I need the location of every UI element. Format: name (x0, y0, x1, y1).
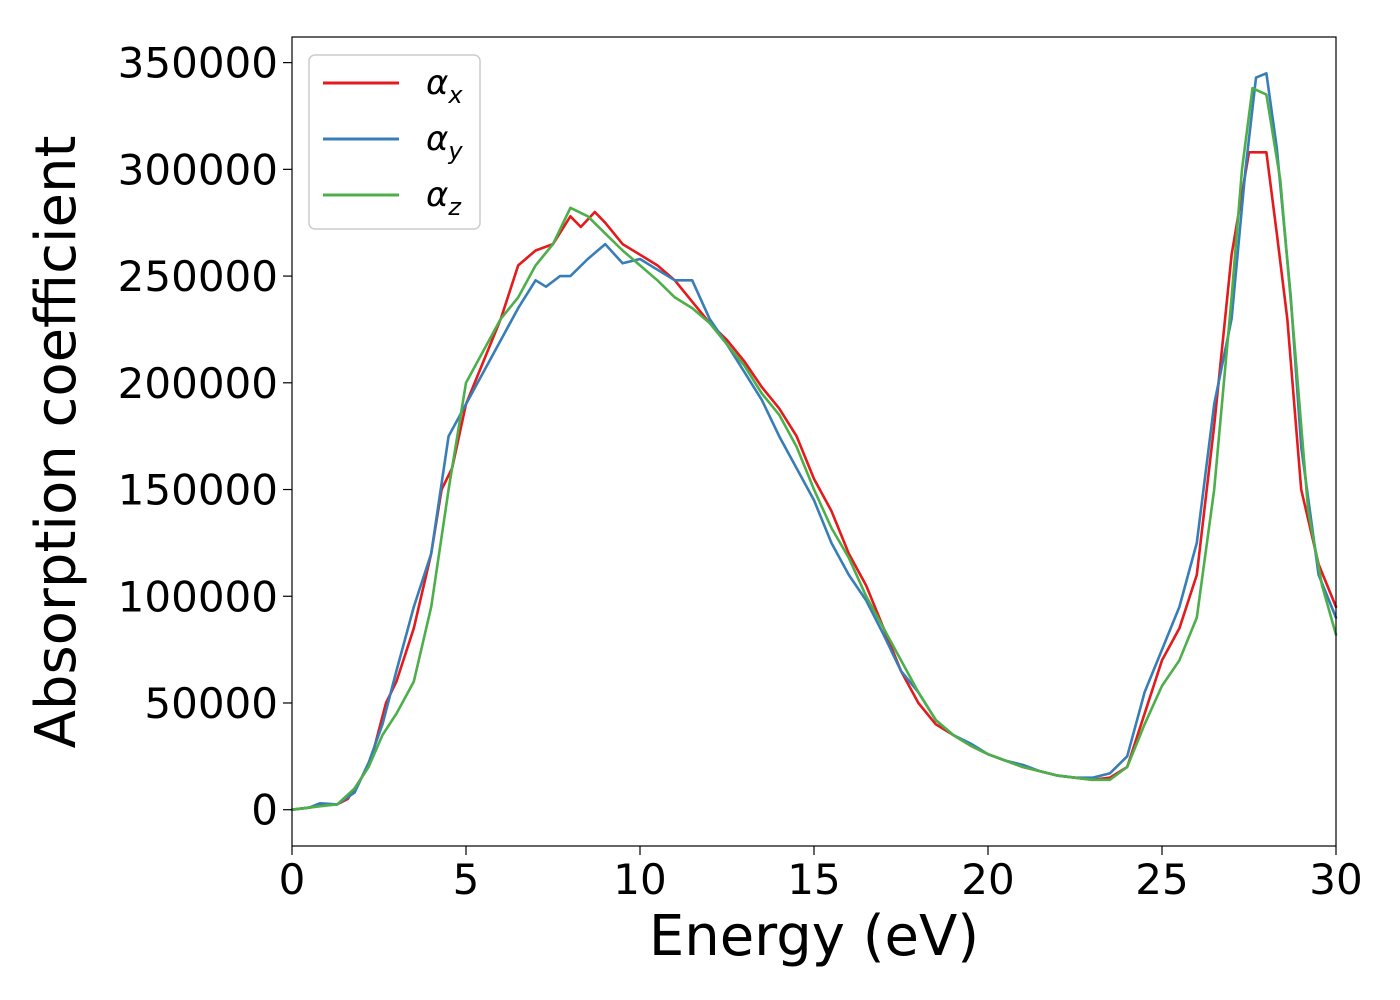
y-tick-label: 0 (251, 786, 278, 835)
legend-box (308, 54, 481, 230)
x-tick-label: 25 (1135, 855, 1188, 904)
x-tick-label: 20 (961, 855, 1014, 904)
series-layer (290, 72, 1338, 811)
x-tick-label: 0 (279, 855, 306, 904)
x-tick-label: 5 (453, 855, 480, 904)
y-tick-label: 300000 (118, 145, 278, 194)
x-tick-label: 30 (1309, 855, 1362, 904)
y-tick-label: 50000 (144, 679, 278, 728)
y-tick-label: 250000 (118, 252, 278, 301)
y-axis-label: Absorption coefficient (24, 136, 89, 749)
y-tick-label: 100000 (118, 572, 278, 621)
x-axis-ticks: 0 5 10 15 20 25 30 (279, 846, 1363, 904)
y-tick-label: 350000 (118, 39, 278, 88)
y-tick-label: 200000 (118, 359, 278, 408)
y-axis-ticks: 0 50000 100000 150000 200000 250000 300000 3500… (118, 39, 292, 835)
series-line-z (290, 86, 1338, 811)
y-tick-label: 150000 (118, 466, 278, 515)
x-tick-label: 15 (787, 855, 840, 904)
x-tick-label: 10 (613, 855, 666, 904)
x-axis-label: Energy (eV) (649, 904, 979, 969)
